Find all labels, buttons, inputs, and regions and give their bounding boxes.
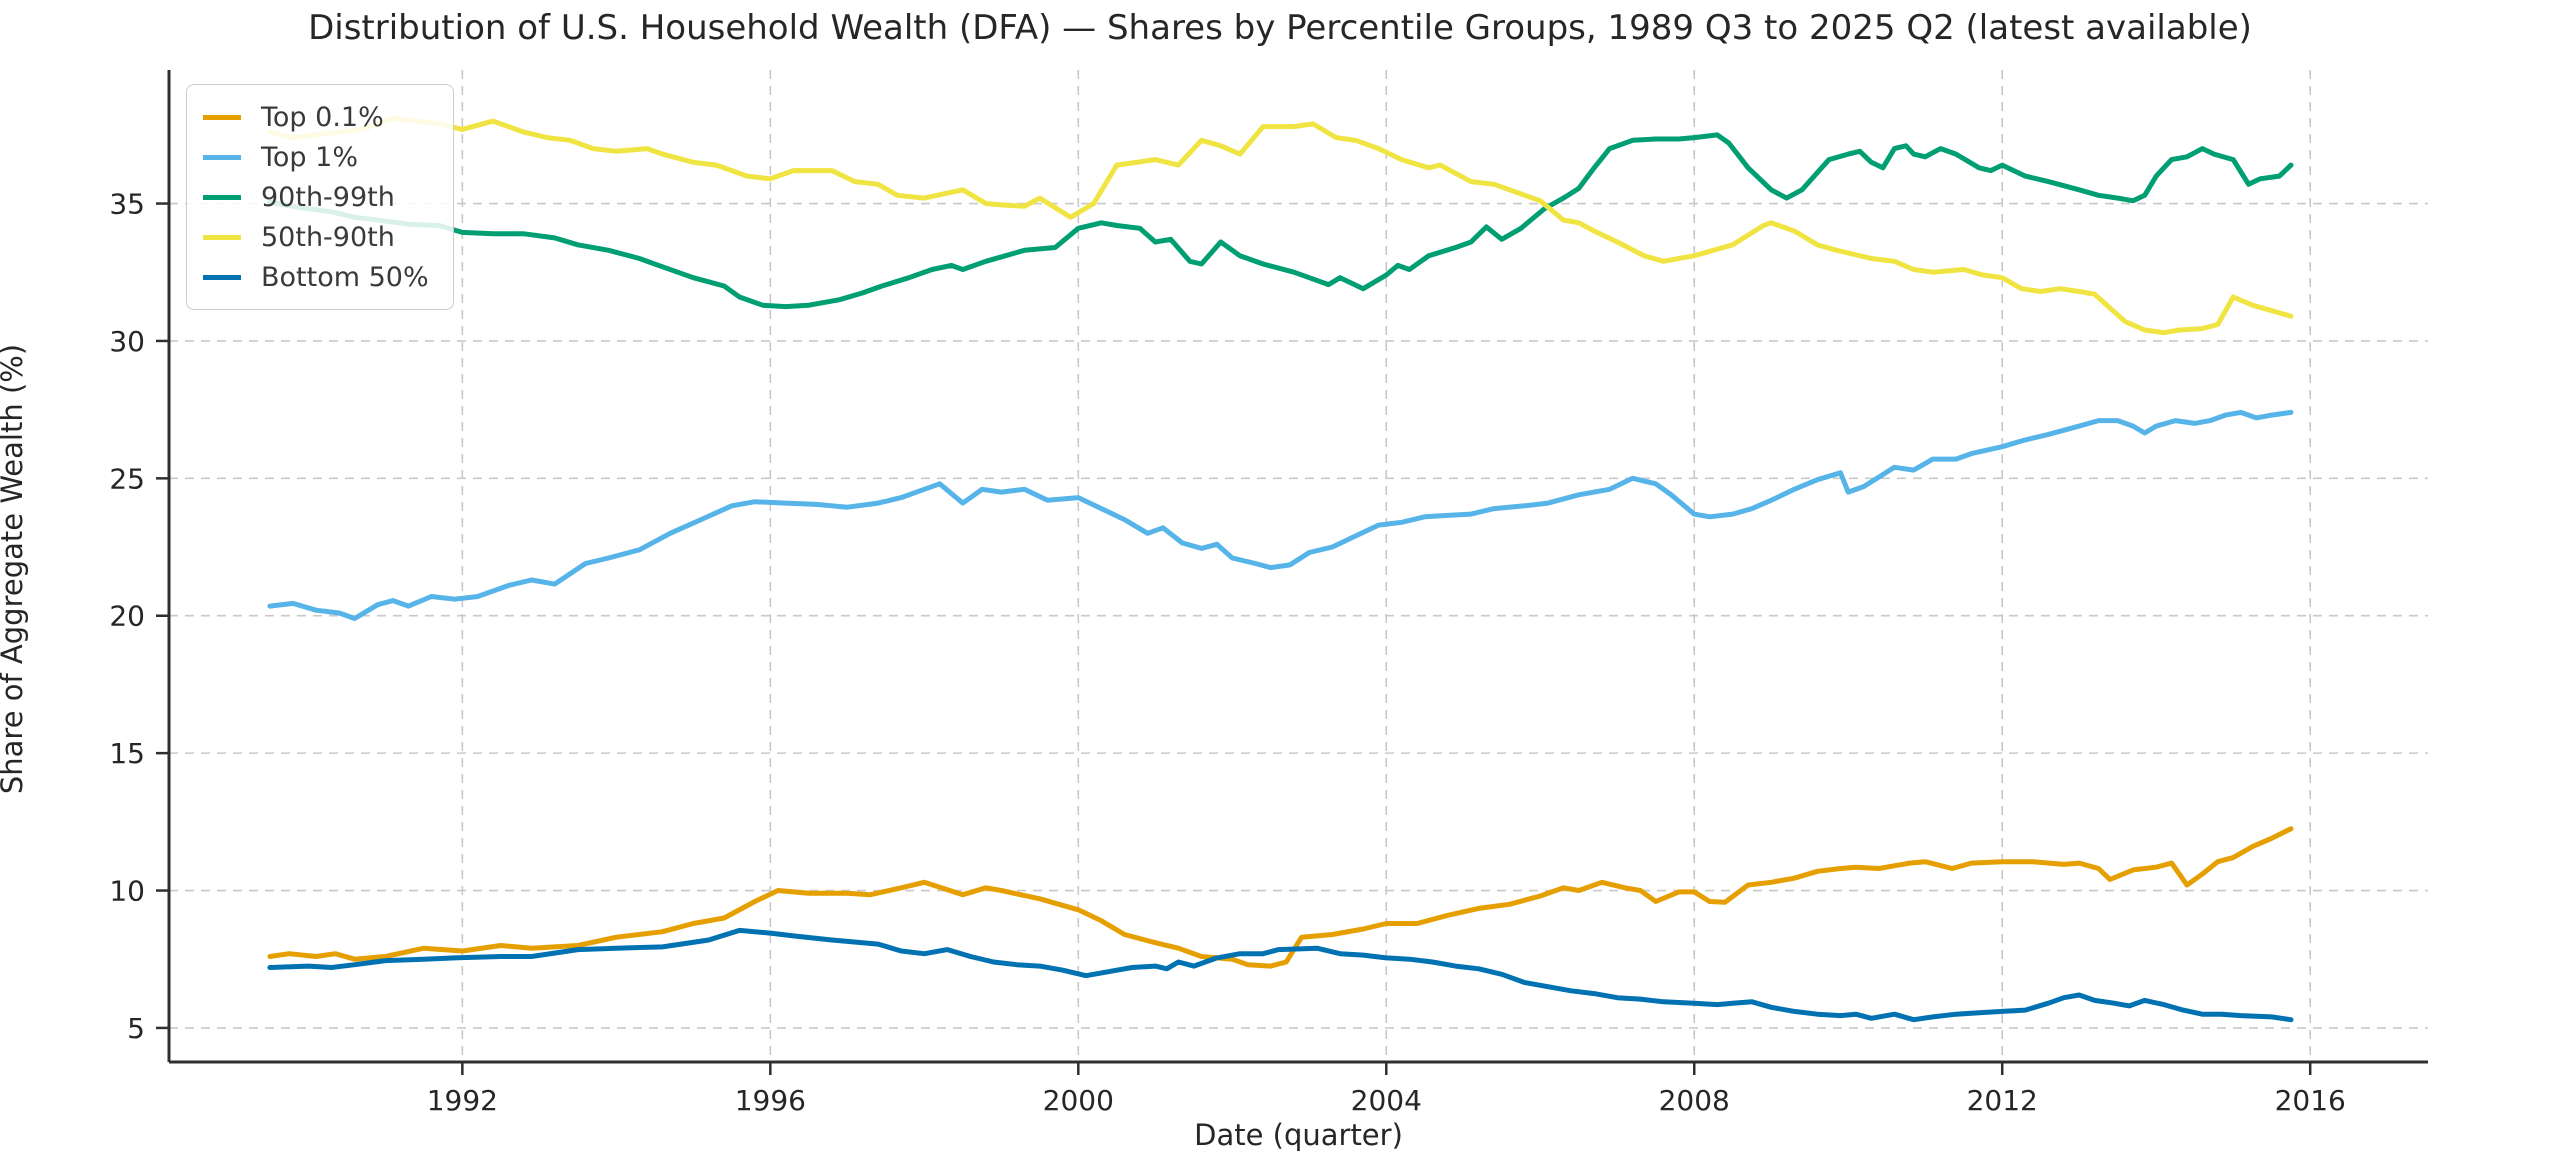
y-tick-label: 35 bbox=[109, 188, 145, 221]
legend-item-top-1-: Top 1% bbox=[203, 137, 429, 177]
y-tick-label: 15 bbox=[109, 737, 145, 770]
series-line-50th-90th bbox=[267, 115, 2294, 336]
x-tick-label: 2008 bbox=[1659, 1084, 1730, 1117]
x-tick-label: 2004 bbox=[1351, 1084, 1422, 1117]
legend-label: Top 1% bbox=[261, 141, 358, 173]
y-tick-label: 10 bbox=[109, 875, 145, 908]
legend-item-top-0-1-: Top 0.1% bbox=[203, 97, 429, 137]
legend-label: 90th-99th bbox=[261, 181, 395, 213]
x-tick-label: 1996 bbox=[735, 1084, 806, 1117]
series-line-top-1- bbox=[267, 409, 2294, 621]
legend: Top 0.1% Top 1% 90th-99th 50th-90th Bottom 5… bbox=[186, 84, 454, 310]
legend-swatch-icon bbox=[203, 194, 241, 200]
legend-label: 50th-90th bbox=[261, 221, 395, 253]
x-tick-label: 2012 bbox=[1967, 1084, 2038, 1117]
legend-label: Top 0.1% bbox=[261, 101, 384, 133]
legend-item-90th-99th: 90th-99th bbox=[203, 177, 429, 217]
x-tick-label: 2016 bbox=[2275, 1084, 2346, 1117]
series-line-90th-99th bbox=[267, 132, 2294, 310]
legend-swatch-icon bbox=[203, 114, 241, 120]
legend-label: Bottom 50% bbox=[261, 261, 429, 293]
series-line-top-0-1- bbox=[267, 826, 2294, 969]
series-line-bottom-50- bbox=[267, 927, 2294, 1023]
y-tick-label: 25 bbox=[109, 462, 145, 495]
chart-title: Distribution of U.S. Household Wealth (D… bbox=[308, 8, 2252, 48]
legend-swatch-icon bbox=[203, 274, 241, 280]
y-tick-label: 20 bbox=[109, 600, 145, 633]
legend-item-bottom-50-: Bottom 50% bbox=[203, 257, 429, 297]
x-tick-label: 2000 bbox=[1043, 1084, 1114, 1117]
legend-item-50th-90th: 50th-90th bbox=[203, 217, 429, 257]
x-axis-label: Date (quarter) bbox=[1194, 1118, 1403, 1152]
x-tick-label: 1992 bbox=[427, 1084, 498, 1117]
legend-swatch-icon bbox=[203, 154, 241, 160]
legend-swatch-icon bbox=[203, 234, 241, 240]
y-tick-label: 5 bbox=[127, 1012, 145, 1045]
y-tick-label: 30 bbox=[109, 325, 145, 358]
